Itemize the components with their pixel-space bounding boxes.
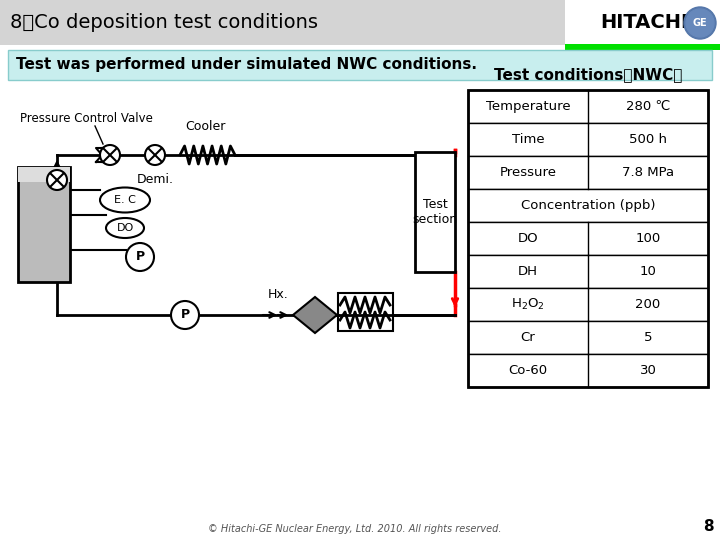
- Bar: [8, 50, 712, 80]
- Bar: [468, 90, 708, 387]
- Text: 5: 5: [644, 331, 652, 344]
- Text: Pressure Control Valve: Pressure Control Valve: [20, 112, 153, 125]
- Bar: [0, 0, 565, 45]
- Text: P: P: [135, 251, 145, 264]
- Ellipse shape: [106, 218, 144, 238]
- Bar: [468, 222, 708, 255]
- Text: Test was performed under simulated NWC conditions.: Test was performed under simulated NWC c…: [16, 57, 477, 72]
- Bar: [468, 321, 708, 354]
- Ellipse shape: [100, 187, 150, 213]
- Text: DH: DH: [518, 265, 538, 278]
- Circle shape: [686, 9, 714, 37]
- Text: Concentration (ppb): Concentration (ppb): [521, 199, 655, 212]
- Text: GE: GE: [693, 18, 707, 28]
- Text: Co-60: Co-60: [508, 364, 548, 377]
- Bar: [468, 123, 708, 156]
- Text: 500 h: 500 h: [629, 133, 667, 146]
- Text: Temperature: Temperature: [486, 100, 570, 113]
- Text: E. C: E. C: [114, 195, 136, 205]
- Circle shape: [171, 301, 199, 329]
- Bar: [468, 288, 708, 321]
- Bar: [468, 354, 708, 387]
- Bar: [338, 293, 393, 331]
- Text: DO: DO: [518, 232, 539, 245]
- Text: Hx.: Hx.: [268, 288, 289, 301]
- Circle shape: [47, 170, 67, 190]
- Text: Pressure: Pressure: [500, 166, 557, 179]
- Bar: [468, 189, 708, 222]
- Text: © Hitachi-GE Nuclear Energy, Ltd. 2010. All rights reserved.: © Hitachi-GE Nuclear Energy, Ltd. 2010. …: [208, 524, 502, 534]
- Bar: [468, 90, 708, 123]
- Bar: [468, 255, 708, 288]
- Text: DO: DO: [117, 223, 134, 233]
- Text: 8．Co deposition test conditions: 8．Co deposition test conditions: [10, 14, 318, 32]
- Text: Test conditions（NWC）: Test conditions（NWC）: [494, 67, 682, 82]
- Text: 8: 8: [703, 519, 714, 534]
- Bar: [18, 167, 70, 282]
- Polygon shape: [293, 297, 337, 333]
- Text: 280 ℃: 280 ℃: [626, 100, 670, 113]
- Bar: [18, 167, 70, 182]
- Text: 200: 200: [635, 298, 661, 311]
- Bar: [565, 0, 720, 45]
- Text: 10: 10: [639, 265, 657, 278]
- Text: Cooler: Cooler: [185, 120, 225, 133]
- Text: Time: Time: [512, 133, 544, 146]
- Text: 30: 30: [639, 364, 657, 377]
- Circle shape: [100, 145, 120, 165]
- Text: P: P: [181, 308, 189, 321]
- Bar: [415, 152, 455, 272]
- Circle shape: [145, 145, 165, 165]
- Text: 7.8 MPa: 7.8 MPa: [622, 166, 674, 179]
- Text: HITACHI: HITACHI: [600, 14, 688, 32]
- Bar: [468, 156, 708, 189]
- Circle shape: [684, 7, 716, 39]
- Text: Demi.: Demi.: [137, 173, 174, 186]
- Text: 100: 100: [635, 232, 661, 245]
- Bar: [565, 44, 720, 50]
- Text: Test
section: Test section: [413, 198, 458, 226]
- Circle shape: [126, 243, 154, 271]
- Text: H$_2$O$_2$: H$_2$O$_2$: [511, 297, 545, 312]
- Text: Cr: Cr: [521, 331, 536, 344]
